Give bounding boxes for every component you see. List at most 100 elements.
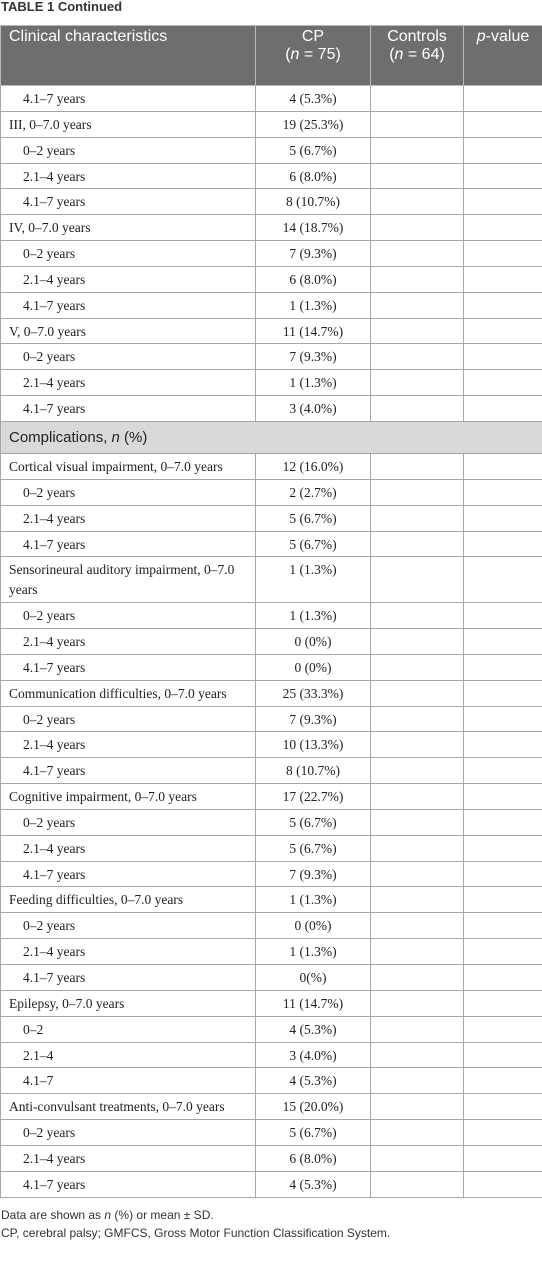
label-cell: 4.1–7 years — [0, 530, 256, 558]
label-cell: 4.1–7 — [0, 1067, 256, 1095]
header-line: (n = 75) — [264, 46, 362, 64]
label-cell: III, 0–7.0 years — [0, 110, 256, 138]
table-row: 0–2 years 1 (1.3%) — [0, 602, 542, 630]
table-row: 0–2 years 7 (9.3%) — [0, 343, 542, 371]
empty-cell — [370, 757, 464, 785]
cp-cell: 0 (0%) — [255, 628, 371, 655]
text-run: n — [104, 1207, 112, 1222]
table-row: 4.1–7 years 8 (10.7%) — [0, 757, 542, 785]
empty-cell — [463, 188, 542, 216]
data-table: Clinical characteristics CP (n = 75) Contro… — [0, 25, 542, 1198]
cp-cell: 1 (1.3%) — [255, 556, 371, 604]
table-row: Anti-convulsant treatments, 0–7.0 years 1… — [0, 1093, 542, 1121]
table-row: 0–2 years 5 (6.7%) — [0, 1119, 542, 1146]
table-row: 2.1–4 years 10 (13.3%) — [0, 731, 542, 759]
empty-cell — [463, 317, 542, 345]
table-row: 0–2 years 5 (6.7%) — [0, 136, 542, 164]
empty-cell — [463, 964, 542, 991]
label-cell: 2.1–4 years — [0, 162, 256, 190]
cp-cell: 11 (14.7%) — [255, 317, 371, 345]
label-cell: 2.1–4 years — [0, 628, 256, 655]
header-cell: p-value — [463, 25, 542, 86]
empty-cell — [370, 783, 464, 810]
empty-cell — [463, 395, 542, 422]
label-cell: Feeding difficulties, 0–7.0 years — [0, 886, 256, 914]
empty-cell — [370, 1015, 464, 1043]
table-row: 4.1–7 years 7 (9.3%) — [0, 860, 542, 888]
table-row: Feeding difficulties, 0–7.0 years 1 (1.3%… — [0, 886, 542, 914]
empty-cell — [370, 265, 464, 293]
table-row: IV, 0–7.0 years 14 (18.7%) — [0, 214, 542, 242]
empty-cell — [463, 530, 542, 558]
empty-cell — [370, 136, 464, 164]
label-cell: 0–2 — [0, 1015, 256, 1043]
empty-cell — [370, 85, 464, 112]
footnote: CP, cerebral palsy; GMFCS, Gross Motor F… — [1, 1224, 542, 1242]
cp-cell: 5 (6.7%) — [255, 530, 371, 558]
empty-cell — [463, 1067, 542, 1095]
empty-cell — [463, 265, 542, 293]
table-row: 4.1–7 years 5 (6.7%) — [0, 530, 542, 558]
empty-cell — [463, 653, 542, 681]
cp-cell: 6 (8.0%) — [255, 162, 371, 190]
empty-cell — [370, 808, 464, 836]
empty-cell — [463, 757, 542, 785]
empty-cell — [370, 478, 464, 506]
footnotes: Data are shown as n (%) or mean ± SD. CP,… — [0, 1206, 542, 1242]
empty-cell — [370, 938, 464, 965]
label-cell: 4.1–7 years — [0, 1170, 256, 1198]
cp-cell: 1 (1.3%) — [255, 291, 371, 319]
label-cell: 0–2 years — [0, 343, 256, 371]
label-cell: 2.1–4 years — [0, 1144, 256, 1172]
empty-cell — [463, 989, 542, 1017]
empty-cell — [370, 1041, 464, 1069]
table-row: III, 0–7.0 years 19 (25.3%) — [0, 110, 542, 138]
header-line: (n = 64) — [379, 46, 455, 64]
empty-cell — [370, 989, 464, 1017]
table-row: 2.1–4 years 6 (8.0%) — [0, 162, 542, 190]
empty-cell — [463, 1170, 542, 1198]
section-cell: Complications, n (%) — [0, 420, 542, 454]
table-row: 4.1–7 years 1 (1.3%) — [0, 291, 542, 319]
label-cell: 2.1–4 years — [0, 938, 256, 965]
table-row: Complications, n (%) — [0, 420, 542, 454]
label-cell: 0–2 years — [0, 912, 256, 940]
cp-cell: 25 (33.3%) — [255, 679, 371, 707]
empty-cell — [463, 834, 542, 862]
empty-cell — [370, 912, 464, 940]
cp-cell: 7 (9.3%) — [255, 705, 371, 733]
label-cell: 4.1–7 years — [0, 291, 256, 319]
label-cell: Communication difficulties, 0–7.0 years — [0, 679, 256, 707]
cp-cell: 5 (6.7%) — [255, 504, 371, 532]
table-row: Cortical visual impairment, 0–7.0 years 1… — [0, 452, 542, 480]
table-row: Sensorineural auditory impairment, 0–7.0… — [0, 556, 542, 604]
label-cell: 2.1–4 — [0, 1041, 256, 1069]
cp-cell: 0(%) — [255, 964, 371, 991]
header-cell: CP (n = 75) — [255, 25, 371, 86]
text-run: n — [394, 46, 404, 63]
label-cell: 4.1–7 years — [0, 85, 256, 112]
empty-cell — [463, 343, 542, 371]
empty-cell — [463, 162, 542, 190]
cp-cell: 12 (16.0%) — [255, 452, 371, 480]
empty-cell — [463, 705, 542, 733]
label-cell: 4.1–7 years — [0, 964, 256, 991]
empty-cell — [463, 1041, 542, 1069]
empty-cell — [463, 452, 542, 480]
cp-cell: 1 (1.3%) — [255, 369, 371, 397]
empty-cell — [463, 602, 542, 630]
text-run: = 64) — [403, 46, 445, 63]
label-cell: 0–2 years — [0, 136, 256, 164]
table-row: 0–2 years 7 (9.3%) — [0, 705, 542, 733]
label-cell: 2.1–4 years — [0, 369, 256, 397]
empty-cell — [463, 369, 542, 397]
empty-cell — [463, 679, 542, 707]
empty-cell — [463, 1015, 542, 1043]
text-run: (%) — [119, 428, 148, 446]
text-run: CP, cerebral palsy; GMFCS, Gross Motor F… — [1, 1225, 391, 1240]
empty-cell — [370, 886, 464, 914]
empty-cell — [463, 938, 542, 965]
cp-cell: 6 (8.0%) — [255, 1144, 371, 1172]
table-row: 4.1–7 years 0 (0%) — [0, 653, 542, 681]
